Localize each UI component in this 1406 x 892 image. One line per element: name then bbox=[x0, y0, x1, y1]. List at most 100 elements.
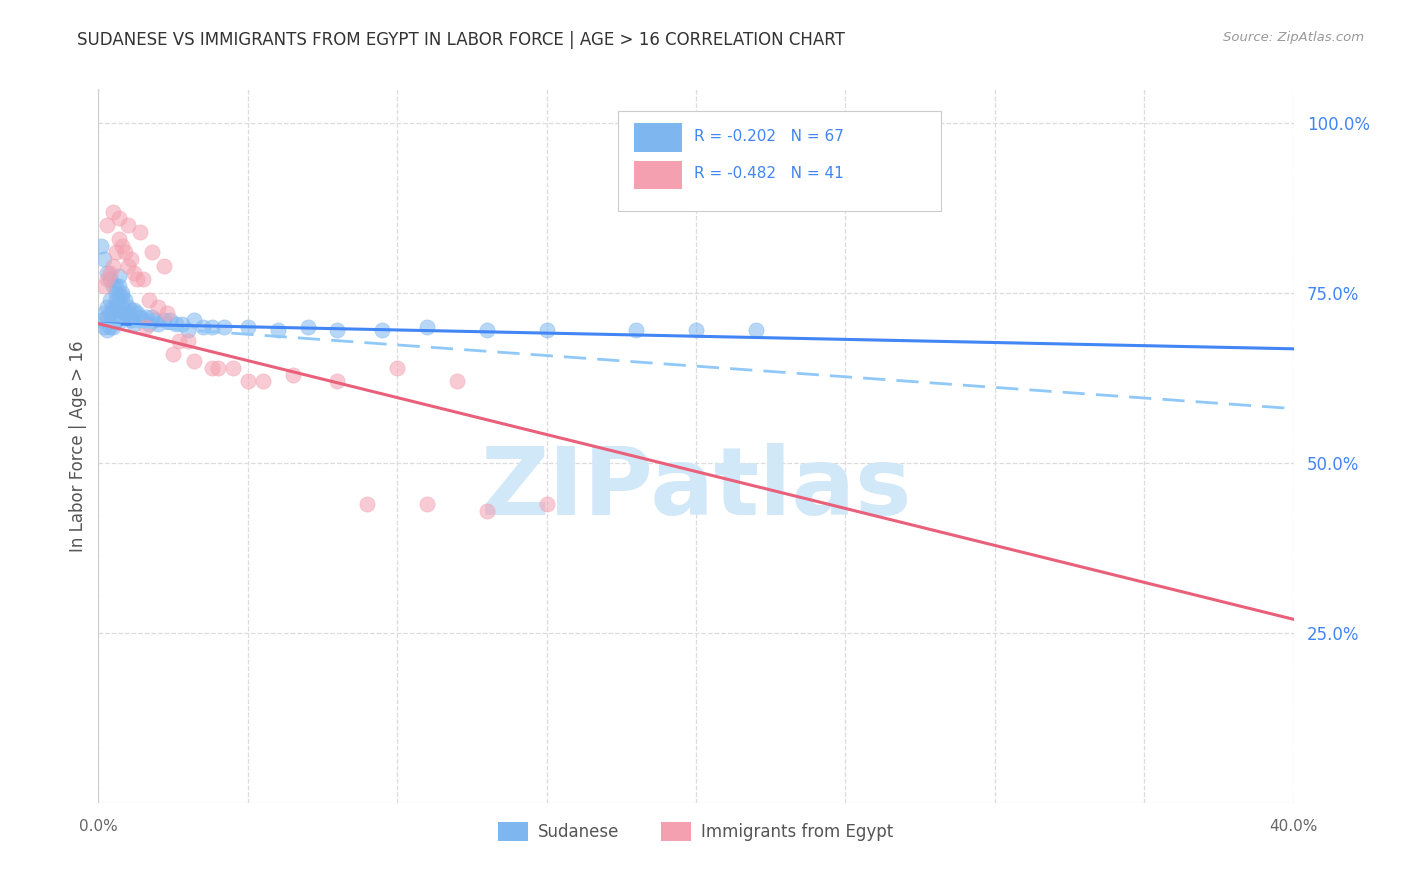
Point bbox=[108, 289, 131, 303]
Point bbox=[371, 323, 394, 337]
Point bbox=[475, 503, 498, 517]
Point bbox=[93, 279, 115, 293]
Point bbox=[165, 317, 187, 331]
Point bbox=[108, 269, 131, 284]
Point bbox=[162, 347, 184, 361]
Point bbox=[201, 360, 224, 375]
Point bbox=[117, 306, 139, 320]
Point bbox=[111, 238, 134, 252]
Point bbox=[475, 323, 498, 337]
Point bbox=[105, 286, 128, 301]
Point bbox=[114, 293, 136, 307]
Point bbox=[103, 320, 125, 334]
Bar bbox=[634, 123, 682, 152]
Point bbox=[90, 313, 112, 327]
Legend: Sudanese, Immigrants from Egypt: Sudanese, Immigrants from Egypt bbox=[492, 815, 900, 848]
Point bbox=[129, 225, 152, 239]
Point bbox=[103, 310, 125, 324]
Point bbox=[90, 238, 112, 252]
Point bbox=[135, 310, 157, 324]
Point bbox=[536, 497, 558, 511]
Point bbox=[96, 272, 118, 286]
Point bbox=[98, 293, 122, 307]
Point bbox=[132, 313, 155, 327]
Text: R = -0.202   N = 67: R = -0.202 N = 67 bbox=[693, 128, 844, 144]
Point bbox=[129, 310, 152, 324]
Point bbox=[159, 313, 181, 327]
Point bbox=[98, 320, 122, 334]
Point bbox=[148, 300, 170, 314]
Point bbox=[117, 300, 139, 314]
Bar bbox=[634, 161, 682, 189]
Point bbox=[138, 293, 160, 307]
Point bbox=[105, 293, 128, 307]
Point bbox=[117, 259, 139, 273]
Point bbox=[236, 375, 259, 389]
Point bbox=[416, 497, 439, 511]
Point bbox=[172, 317, 194, 331]
Point bbox=[120, 252, 142, 266]
Point bbox=[183, 313, 205, 327]
Point bbox=[117, 218, 139, 232]
Point bbox=[745, 323, 768, 337]
Point bbox=[103, 204, 125, 219]
Point bbox=[536, 323, 558, 337]
Point bbox=[132, 272, 155, 286]
Point bbox=[212, 320, 235, 334]
Text: SUDANESE VS IMMIGRANTS FROM EGYPT IN LABOR FORCE | AGE > 16 CORRELATION CHART: SUDANESE VS IMMIGRANTS FROM EGYPT IN LAB… bbox=[77, 31, 845, 49]
Point bbox=[96, 300, 118, 314]
Point bbox=[207, 360, 229, 375]
Point bbox=[103, 300, 125, 314]
Point bbox=[297, 320, 319, 334]
Point bbox=[111, 286, 134, 301]
Point bbox=[416, 320, 439, 334]
Point bbox=[326, 323, 349, 337]
Point bbox=[222, 360, 245, 375]
Point bbox=[156, 306, 179, 320]
Point bbox=[626, 323, 648, 337]
Point bbox=[114, 306, 136, 320]
Point bbox=[138, 317, 160, 331]
Point bbox=[93, 306, 115, 320]
Point bbox=[127, 272, 149, 286]
Point bbox=[96, 323, 118, 337]
Point bbox=[135, 320, 157, 334]
Point bbox=[191, 320, 214, 334]
Point bbox=[141, 310, 163, 324]
Y-axis label: In Labor Force | Age > 16: In Labor Force | Age > 16 bbox=[69, 340, 87, 552]
Point bbox=[105, 300, 128, 314]
Point bbox=[96, 310, 118, 324]
Point bbox=[114, 245, 136, 260]
Point bbox=[685, 323, 707, 337]
Point bbox=[252, 375, 274, 389]
Point bbox=[120, 313, 142, 327]
Point bbox=[93, 320, 115, 334]
Point bbox=[267, 323, 290, 337]
Point bbox=[177, 334, 200, 348]
Point bbox=[96, 266, 118, 280]
Text: ZIPatlas: ZIPatlas bbox=[481, 442, 911, 535]
Point bbox=[141, 245, 163, 260]
Point bbox=[177, 323, 200, 337]
Point bbox=[105, 279, 128, 293]
Point bbox=[201, 320, 224, 334]
Point bbox=[281, 368, 304, 382]
Point bbox=[108, 303, 131, 318]
Point bbox=[111, 313, 134, 327]
Point bbox=[103, 259, 125, 273]
Point bbox=[117, 310, 139, 324]
Point bbox=[356, 497, 378, 511]
Point bbox=[148, 317, 170, 331]
FancyBboxPatch shape bbox=[619, 111, 941, 211]
Point bbox=[98, 306, 122, 320]
Point bbox=[108, 279, 131, 293]
Point bbox=[108, 211, 131, 226]
Point bbox=[446, 375, 468, 389]
Point bbox=[124, 317, 146, 331]
Point bbox=[96, 218, 118, 232]
Point bbox=[105, 245, 128, 260]
Point bbox=[326, 375, 349, 389]
Point bbox=[127, 306, 149, 320]
Point bbox=[108, 232, 131, 246]
Point bbox=[98, 272, 122, 286]
